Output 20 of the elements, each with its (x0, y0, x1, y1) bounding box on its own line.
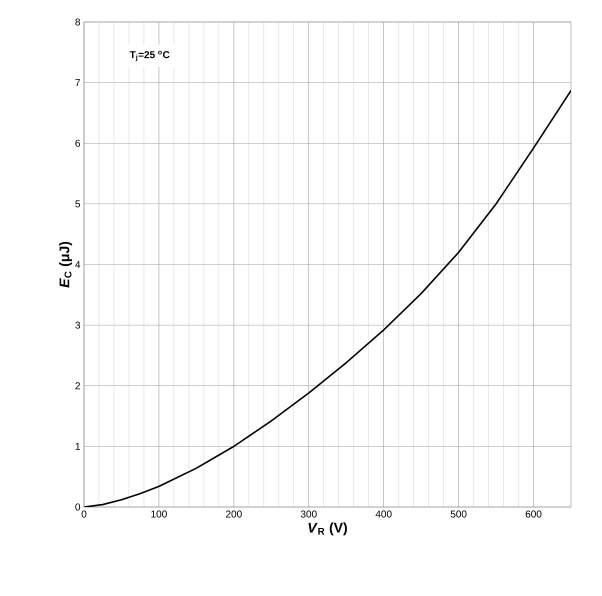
y-tick-label: 3 (75, 322, 80, 329)
y-tick-label: 8 (75, 18, 80, 26)
y-tick-label: 1 (76, 442, 80, 450)
y-tick-label: 7 (75, 79, 80, 86)
x-tick-label: 200 (226, 510, 242, 518)
y-tick-label: 5 (75, 200, 80, 208)
line-series (84, 90, 571, 507)
y-tick-label: 6 (75, 140, 80, 147)
annotation: T$_{j}$=25 $^{o}$C (130, 50, 170, 62)
x-tick-label: 400 (376, 510, 392, 518)
y-tick-label: 2 (75, 382, 80, 390)
x-tick-label: 600 (526, 510, 542, 518)
x-axis-title: V$_{R}$ (V) (308, 522, 347, 536)
x-tick-label: 100 (151, 510, 167, 518)
x-tick-label: 300 (300, 510, 317, 518)
y-tick-label: 0 (75, 503, 80, 511)
x-tick-label: 0 (82, 510, 86, 518)
y-tick-label: 4 (75, 261, 80, 268)
y-axis-title: E$_{C}$ (μJ) (59, 242, 72, 288)
x-tick-label: 500 (450, 510, 467, 518)
